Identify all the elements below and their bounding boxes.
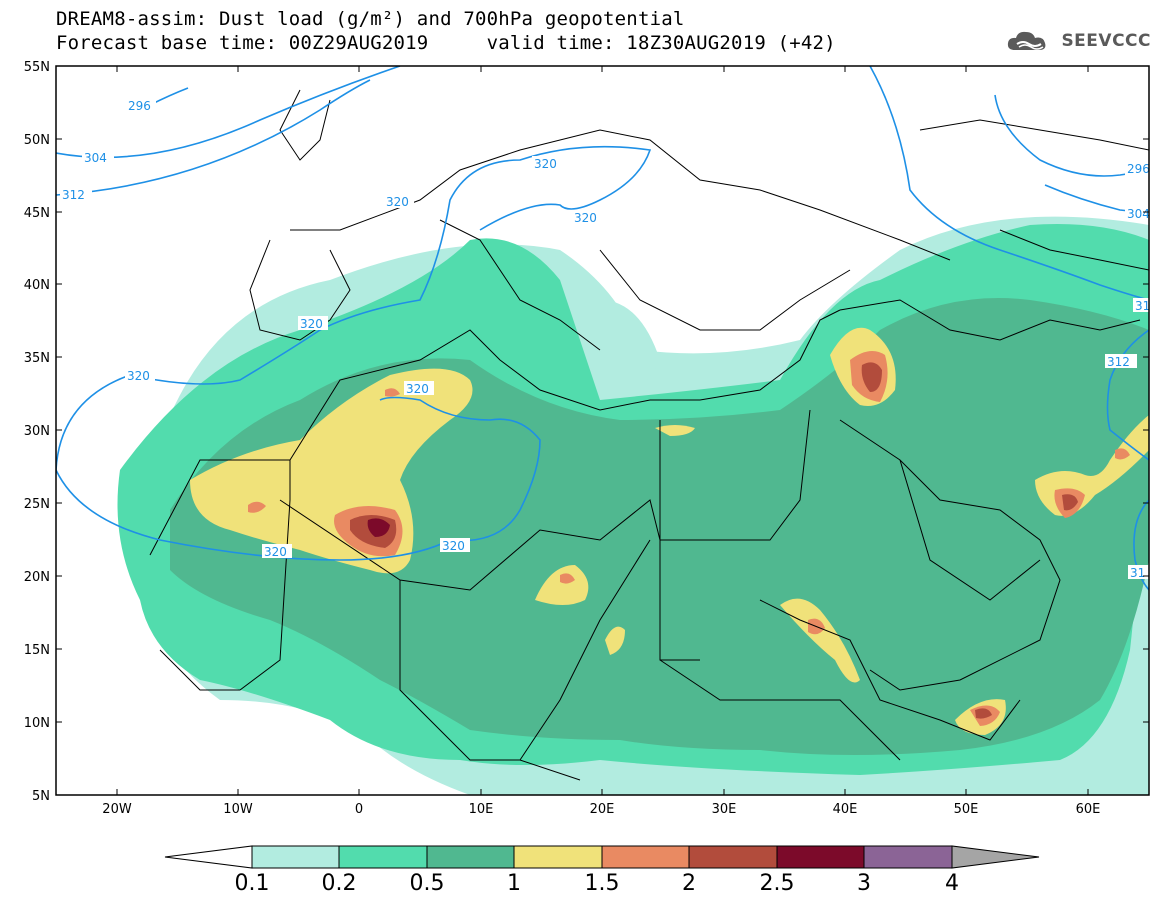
seevccc-logo: SEEVCCC (1005, 28, 1151, 54)
contour-label: 320 (442, 539, 465, 553)
lat-label: 50N (24, 133, 50, 148)
colorbar-swatch (688, 845, 778, 869)
lon-label: 20E (590, 802, 615, 817)
colorbar-label: 0.5 (409, 871, 445, 896)
forecast-time-line: Forecast base time: 00Z29AUG2019 valid t… (56, 32, 836, 54)
colorbar-label: 1 (507, 871, 521, 896)
lon-label: 10E (469, 802, 494, 817)
lon-label: 0 (355, 802, 363, 817)
colorbar-label: 2 (682, 871, 696, 896)
contour-label: 320 (534, 157, 557, 171)
colorbar-swatch (426, 845, 515, 869)
logo-text: SEEVCCC (1061, 31, 1151, 51)
contour-label: 320 (406, 382, 429, 396)
contour-labels: 296 304 312 320 320 320 320 320 320 320 … (60, 98, 1150, 580)
contour-label: 31 (1130, 566, 1145, 580)
lat-label: 15N (24, 643, 50, 658)
colorbar-label: 4 (945, 871, 959, 896)
lon-label: 60E (1076, 802, 1101, 817)
contour-label: 296 (1127, 162, 1150, 176)
contour-label: 304 (84, 151, 107, 165)
dust-region-2.5 (367, 518, 390, 537)
latitude-axis: 55N 50N 45N 40N 35N 30N 25N 20N 15N 10N … (24, 60, 1149, 804)
colorbar-swatch (776, 845, 865, 869)
colorbar-swatch (338, 845, 428, 869)
contour-label: 320 (264, 545, 287, 559)
lat-label: 30N (24, 424, 50, 439)
contour-label: 312 (62, 188, 85, 202)
contour-label: 320 (300, 317, 323, 331)
lon-label: 20W (102, 802, 132, 817)
colorbar (164, 845, 1040, 869)
colorbar-high-arrow (951, 845, 1040, 869)
lat-label: 45N (24, 206, 50, 221)
lat-label: 20N (24, 570, 50, 585)
lat-label: 35N (24, 351, 50, 366)
colorbar-label: 0.1 (234, 871, 270, 896)
contour-label: 312 (1107, 355, 1130, 369)
map-title: DREAM8-assim: Dust load (g/m²) and 700hP… (56, 8, 685, 30)
contour-label: 304 (1127, 207, 1150, 221)
contour-label: 31 (1135, 299, 1150, 313)
country-borders (149, 89, 1149, 781)
colorbar-low-arrow (164, 845, 253, 869)
colorbar-swatch (601, 845, 690, 869)
lon-label: 40E (833, 802, 858, 817)
lat-label: 5N (32, 789, 50, 804)
colorbar-swatch (251, 845, 340, 869)
lat-label: 40N (24, 278, 50, 293)
contour-label: 320 (386, 195, 409, 209)
lat-label: 10N (24, 716, 50, 731)
contour-label: 296 (128, 99, 151, 113)
lat-label: 55N (24, 60, 50, 75)
colorbar-label: 3 (857, 871, 871, 896)
colorbar-label: 2.5 (759, 871, 795, 896)
colorbar-swatch (863, 845, 953, 869)
longitude-axis: 20W 10W 0 10E 20E 30E 40E 50E 60E (102, 66, 1100, 817)
lat-label: 25N (24, 497, 50, 512)
contour-label: 320 (574, 211, 597, 225)
colorbar-swatch (513, 845, 603, 869)
colorbar-label: 0.2 (321, 871, 357, 896)
colorbar-label: 1.5 (584, 871, 620, 896)
contour-label: 320 (127, 369, 150, 383)
cloud-logo-icon (1008, 31, 1046, 50)
lon-label: 10W (223, 802, 253, 817)
lon-label: 30E (712, 802, 737, 817)
lon-label: 50E (954, 802, 979, 817)
